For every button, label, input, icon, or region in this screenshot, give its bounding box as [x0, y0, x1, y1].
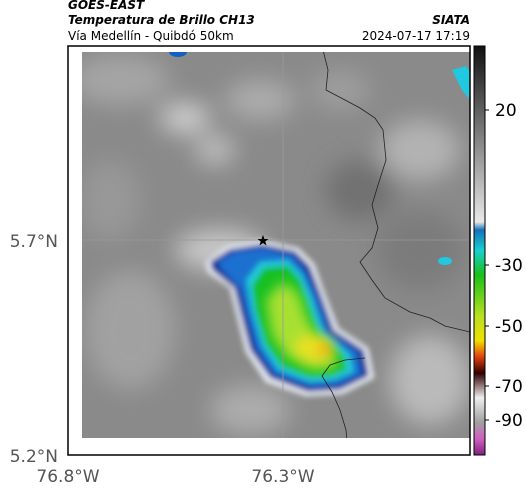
title: Temperatura de Brillo CH13 [68, 13, 255, 27]
colorbar-tick-label: -90 [495, 411, 523, 431]
colorbar-tick-label: 20 [495, 101, 517, 121]
lon-label: 76.8°W [36, 467, 99, 487]
subtitle: Vía Medellín - Quibdó 50km [68, 29, 234, 43]
timestamp: 2024-07-17 17:19 [362, 29, 470, 43]
source: SIATA [432, 13, 470, 27]
lat-label: 5.2°N [10, 447, 58, 467]
colorbar [473, 45, 486, 456]
satellite-image [82, 52, 470, 438]
border [321, 357, 366, 438]
border [323, 52, 470, 333]
colorbar-tick-label: -30 [495, 256, 523, 276]
satellite: GOES-EAST [68, 0, 145, 12]
colorbar-tick-label: -50 [495, 317, 523, 337]
location-marker [257, 235, 269, 246]
colorbar-tick-label: -70 [495, 377, 523, 397]
lat-label: 5.7°N [10, 232, 58, 252]
map-frame [67, 45, 471, 456]
lon-label: 76.3°W [251, 467, 314, 487]
